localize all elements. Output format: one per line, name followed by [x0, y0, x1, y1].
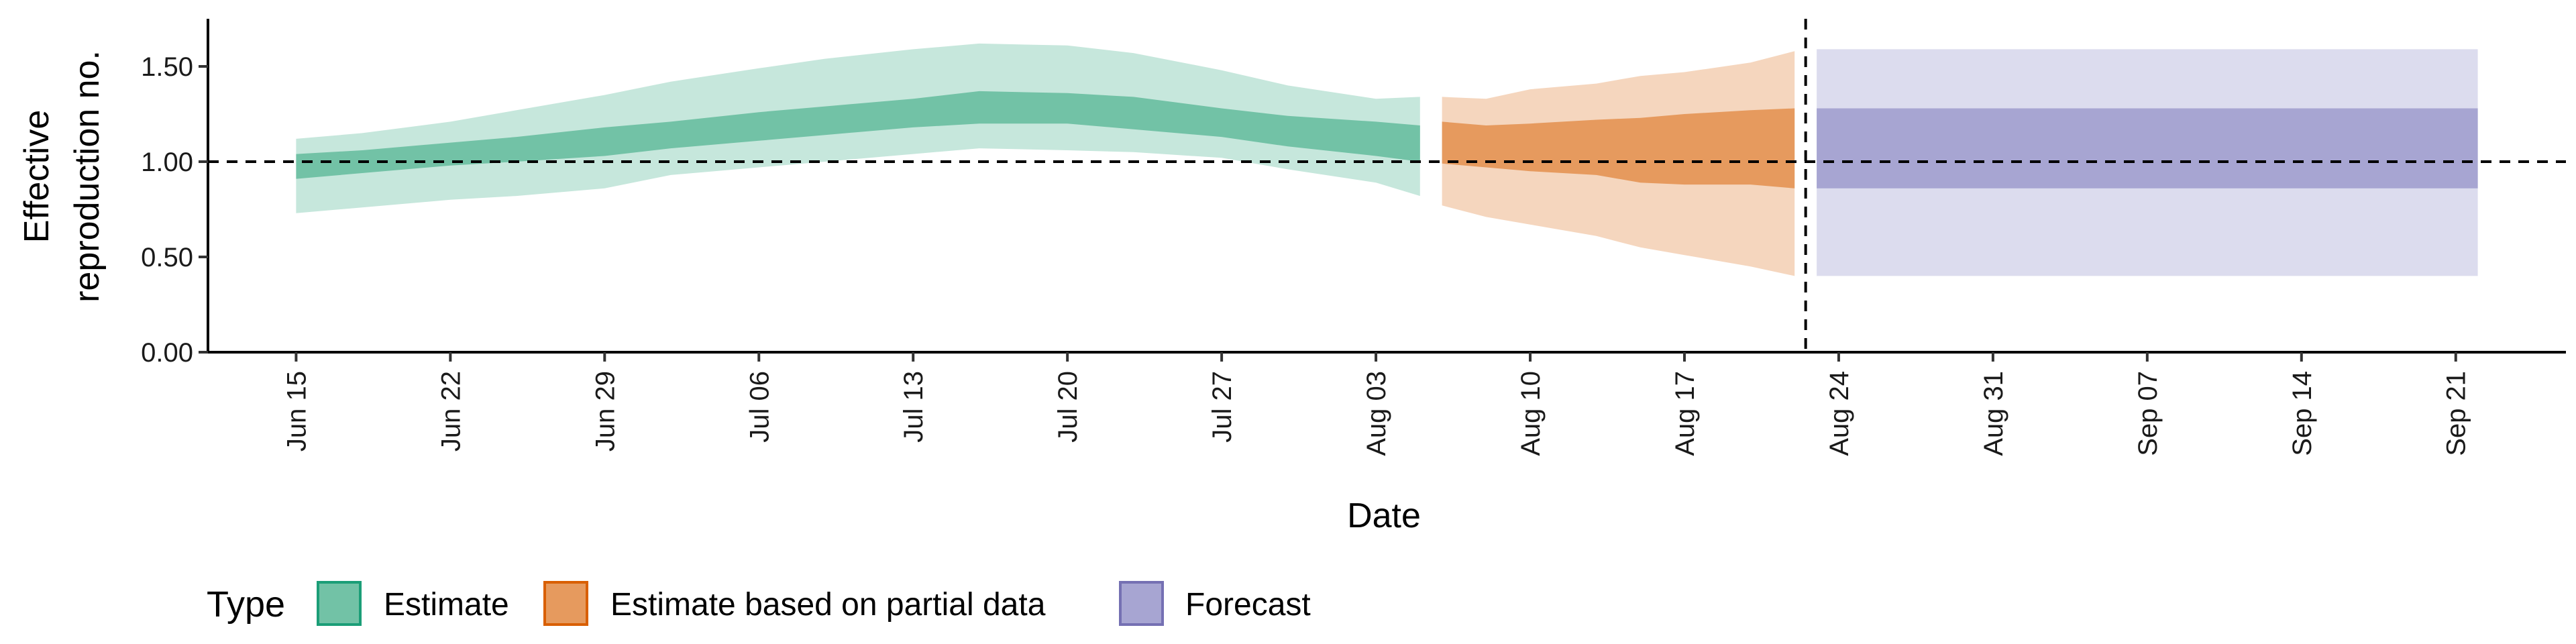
y-axis-title-line-1: Effective: [17, 110, 56, 243]
x-tick-label: Sep 07: [2133, 371, 2163, 456]
y-axis-title-line-2: reproduction no.: [68, 50, 107, 303]
x-tick-label: Aug 17: [1670, 371, 1700, 456]
x-tick-label: Aug 24: [1825, 371, 1854, 456]
forecast-50-interval: [1817, 108, 2478, 189]
x-tick-label: Aug 10: [1516, 371, 1546, 456]
y-tick-label: 0.50: [141, 243, 193, 272]
legend-key-partial: [543, 581, 588, 626]
x-tick-label: Jun 29: [590, 371, 620, 451]
x-tick-label: Jul 27: [1208, 371, 1237, 443]
axes: 0.00 0.50 1.00 1.50 Jun 15 Jun 22 Jun 29 Jul 06…: [141, 19, 2566, 456]
x-tick-label: Aug 31: [1979, 371, 2008, 456]
legend-key-forecast: [1119, 581, 1164, 626]
x-tick-label: Jun 15: [282, 371, 311, 451]
legend: Type Estimate Estimate based on partial …: [207, 581, 1311, 626]
x-tick-label: Aug 03: [1362, 371, 1391, 456]
x-tick-label: Sep 14: [2288, 371, 2317, 456]
x-tick-label: Sep 21: [2442, 371, 2471, 456]
legend-title: Type: [207, 584, 285, 625]
y-tick-label: 1.50: [141, 52, 193, 82]
x-tick-label: Jun 22: [436, 371, 466, 451]
plot-area: [208, 19, 2566, 352]
legend-key-estimate: [317, 581, 362, 626]
estimate-50-interval: [296, 91, 1420, 179]
y-tick-label: 0.00: [141, 338, 193, 368]
legend-label-partial: Estimate based on partial data: [610, 587, 1046, 623]
y-tick-label: 1.00: [141, 148, 193, 177]
x-tick-label: Jul 13: [899, 371, 928, 443]
estimate-based-on-partial-data-50-interval: [1442, 108, 1795, 189]
legend-label-forecast: Forecast: [1185, 587, 1311, 623]
x-tick-label: Jul 20: [1053, 371, 1083, 443]
x-axis-title: Date: [1347, 496, 1421, 535]
legend-label-estimate: Estimate: [384, 587, 509, 623]
x-tick-label: Jul 06: [745, 371, 774, 443]
